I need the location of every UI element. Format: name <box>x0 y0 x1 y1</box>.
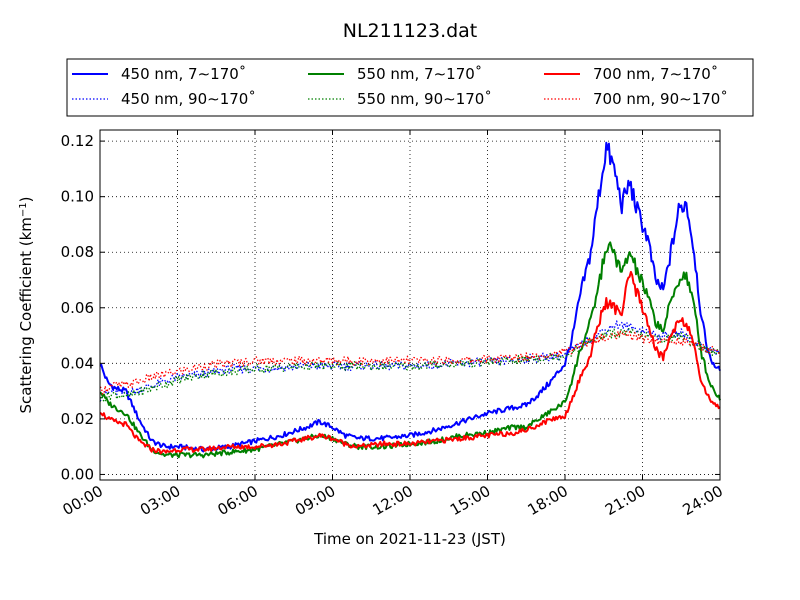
y-tick-label: 0.02 <box>61 410 94 428</box>
series-line-5 <box>99 270 721 455</box>
legend: 450 nm, 7∼170˚ 450 nm, 90∼170˚ 550 nm, 7∼1… <box>66 58 754 117</box>
y-tick-label: 0.10 <box>61 188 94 206</box>
y-tick-label: 0.04 <box>61 354 94 372</box>
series-line-6 <box>99 330 721 395</box>
series-line-3 <box>99 241 721 459</box>
legend-label-5: 700 nm, 7∼170˚ <box>593 65 718 83</box>
y-axis-label: Scattering Coefficient (km−1) <box>17 196 35 413</box>
series-line-2 <box>99 320 721 402</box>
y-tick-label: 0.00 <box>61 465 94 483</box>
y-axis-label-main: Scattering Coefficient (km <box>17 217 35 413</box>
legend-label-4: 550 nm, 90∼170˚ <box>357 90 492 108</box>
series-layer <box>99 141 721 459</box>
series-line-1 <box>99 141 721 453</box>
x-axis-label: Time on 2021-11-23 (JST) <box>313 530 506 548</box>
y-axis-label-tail: ) <box>17 196 35 202</box>
y-tick-label: 0.08 <box>61 243 94 261</box>
legend-box <box>66 58 754 117</box>
y-axis-label-unit-exponent: −1 <box>18 202 29 217</box>
chart-title: NL211123.dat <box>343 20 478 42</box>
y-tick-label: 0.06 <box>61 299 94 317</box>
legend-label-3: 550 nm, 7∼170˚ <box>357 65 482 83</box>
y-tick-label: 0.12 <box>61 132 94 150</box>
legend-label-1: 450 nm, 7∼170˚ <box>121 65 246 83</box>
legend-label-2: 450 nm, 90∼170˚ <box>121 90 256 108</box>
legend-label-6: 700 nm, 90∼170˚ <box>593 90 728 108</box>
series-line-4 <box>99 328 721 403</box>
